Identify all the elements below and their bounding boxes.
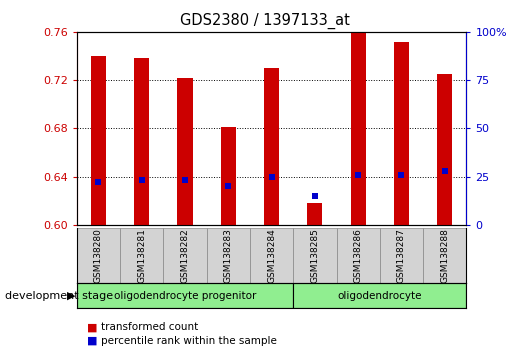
Bar: [437, 74, 452, 225]
Text: percentile rank within the sample: percentile rank within the sample: [101, 336, 277, 346]
Text: GSM138288: GSM138288: [440, 228, 449, 283]
Text: transformed count: transformed count: [101, 322, 198, 332]
Text: GSM138285: GSM138285: [311, 228, 320, 283]
Text: ■: ■: [87, 336, 98, 346]
Bar: [394, 41, 409, 225]
Point: [354, 172, 363, 177]
Bar: [207, 228, 250, 283]
Text: oligodendrocyte: oligodendrocyte: [338, 291, 422, 301]
Bar: [120, 228, 163, 283]
Point: [181, 178, 189, 183]
Text: GSM138284: GSM138284: [267, 228, 276, 283]
Text: development stage: development stage: [5, 291, 113, 301]
Bar: [264, 68, 279, 225]
Bar: [77, 283, 293, 308]
Bar: [178, 78, 192, 225]
Bar: [77, 228, 120, 283]
Bar: [293, 283, 466, 308]
Bar: [307, 203, 322, 225]
Text: oligodendrocyte progenitor: oligodendrocyte progenitor: [114, 291, 256, 301]
Point: [94, 179, 103, 185]
Text: GDS2380 / 1397133_at: GDS2380 / 1397133_at: [180, 12, 350, 29]
Text: ■: ■: [87, 322, 98, 332]
Bar: [163, 228, 207, 283]
Bar: [250, 228, 293, 283]
Point: [267, 174, 276, 179]
Bar: [423, 228, 466, 283]
Text: GSM138286: GSM138286: [354, 228, 363, 283]
Point: [398, 172, 406, 177]
Bar: [134, 58, 149, 225]
Point: [440, 168, 449, 173]
Text: ▶: ▶: [67, 291, 76, 301]
Bar: [337, 228, 380, 283]
Bar: [221, 127, 236, 225]
Text: GSM138282: GSM138282: [181, 228, 190, 283]
Bar: [293, 228, 337, 283]
Point: [224, 183, 233, 189]
Bar: [351, 32, 366, 225]
Point: [311, 193, 319, 199]
Text: GSM138283: GSM138283: [224, 228, 233, 283]
Text: GSM138281: GSM138281: [137, 228, 146, 283]
Bar: [380, 228, 423, 283]
Point: [137, 178, 146, 183]
Bar: [91, 56, 106, 225]
Text: GSM138287: GSM138287: [397, 228, 406, 283]
Text: GSM138280: GSM138280: [94, 228, 103, 283]
